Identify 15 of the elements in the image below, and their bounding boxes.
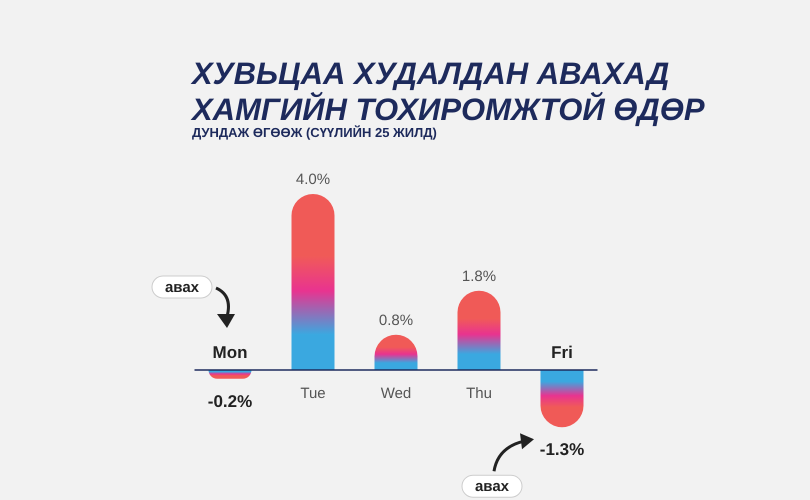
data-label: 0.8%	[378, 312, 414, 329]
data-label: 1.8%	[462, 268, 496, 285]
x-tick-label: Tue	[300, 385, 326, 402]
chart-subtitle: ДУНДАЖ ӨГӨӨЖ (СҮҮЛИЙН 25 ЖИЛД)	[192, 125, 437, 140]
bar	[292, 194, 334, 370]
data-label: -0.2%	[208, 392, 252, 411]
data-label: -1.3%	[540, 440, 584, 460]
annotation: авах	[164, 279, 200, 296]
x-tick-label: Fri	[551, 343, 573, 362]
x-tick-label: Mon	[212, 343, 248, 362]
x-tick-label: Thu	[466, 385, 492, 402]
x-tick-label: Wed	[380, 385, 412, 402]
bar	[458, 290, 500, 370]
text: авах	[474, 478, 510, 496]
data-label: 4.0%	[296, 171, 330, 188]
